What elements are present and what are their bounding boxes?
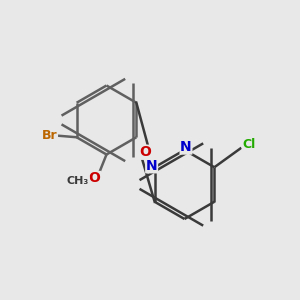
Text: O: O [140,145,152,159]
Text: Br: Br [42,129,57,142]
Text: N: N [146,159,158,173]
Text: CH₃: CH₃ [67,176,89,187]
Text: O: O [88,172,101,185]
Text: Cl: Cl [242,138,256,151]
Text: N: N [180,140,192,154]
